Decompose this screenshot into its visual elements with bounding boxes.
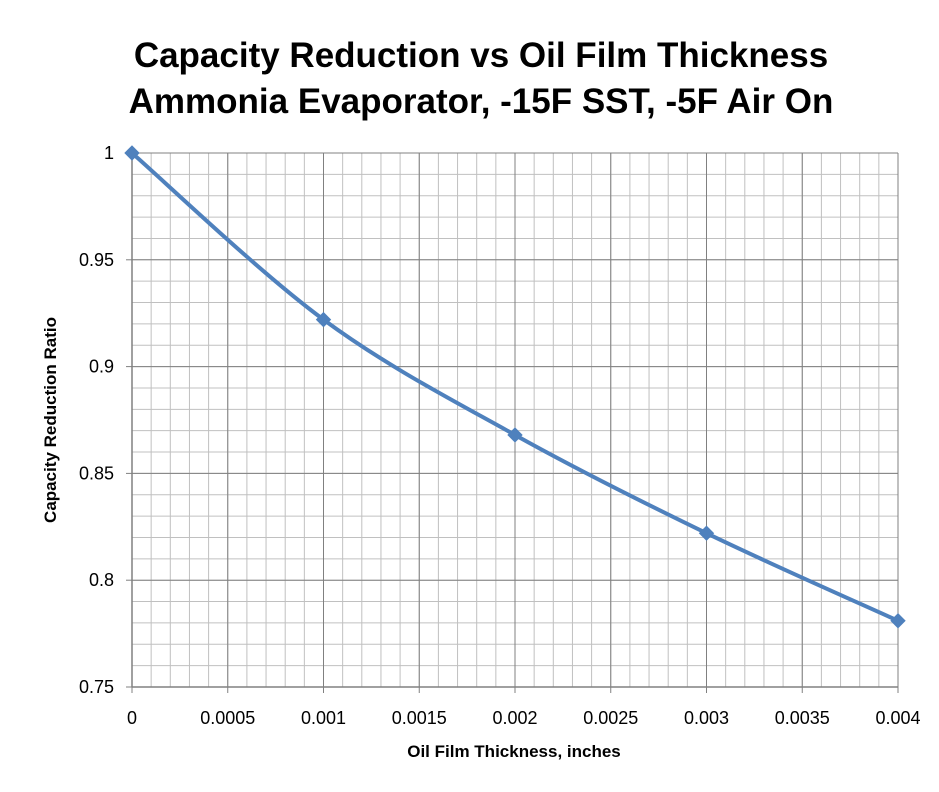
x-tick-label: 0.0035 bbox=[775, 708, 830, 728]
data-point-marker bbox=[890, 613, 906, 629]
x-tick-label: 0.0015 bbox=[392, 708, 447, 728]
x-tick-label: 0.004 bbox=[875, 708, 920, 728]
y-tick-label: 1 bbox=[104, 143, 114, 163]
data-point-marker bbox=[698, 525, 715, 541]
x-tick-label: 0.002 bbox=[492, 708, 537, 728]
chart-subtitle: Ammonia Evaporator, -15F SST, -5F Air On bbox=[129, 82, 834, 121]
chart-title: Capacity Reduction vs Oil Film Thickness bbox=[134, 36, 828, 75]
x-axis-ticks: 0 0.0005 0.001 0.0015 0.002 0.0025 0.003 0.0035… bbox=[127, 687, 921, 728]
y-axis-label: Capacity Reduction Ratio bbox=[41, 317, 60, 523]
x-axis-label: Oil Film Thickness, inches bbox=[407, 742, 621, 761]
x-tick-label: 0.0005 bbox=[200, 708, 255, 728]
y-tick-label: 0.75 bbox=[79, 677, 114, 697]
data-point-marker bbox=[124, 145, 140, 161]
y-tick-label: 0.8 bbox=[89, 570, 114, 590]
y-tick-label: 0.9 bbox=[89, 357, 114, 377]
data-point-marker bbox=[315, 311, 332, 328]
data-point-marker bbox=[507, 427, 523, 443]
x-tick-label: 0 bbox=[127, 708, 137, 728]
y-tick-label: 0.95 bbox=[79, 250, 114, 270]
y-axis-ticks: 0.75 0.8 0.85 0.9 0.95 1 bbox=[79, 143, 132, 697]
x-tick-label: 0.001 bbox=[301, 708, 346, 728]
x-tick-label: 0.003 bbox=[684, 708, 729, 728]
y-tick-label: 0.85 bbox=[79, 463, 114, 483]
series-layer bbox=[124, 145, 906, 629]
x-tick-label: 0.0025 bbox=[583, 708, 638, 728]
